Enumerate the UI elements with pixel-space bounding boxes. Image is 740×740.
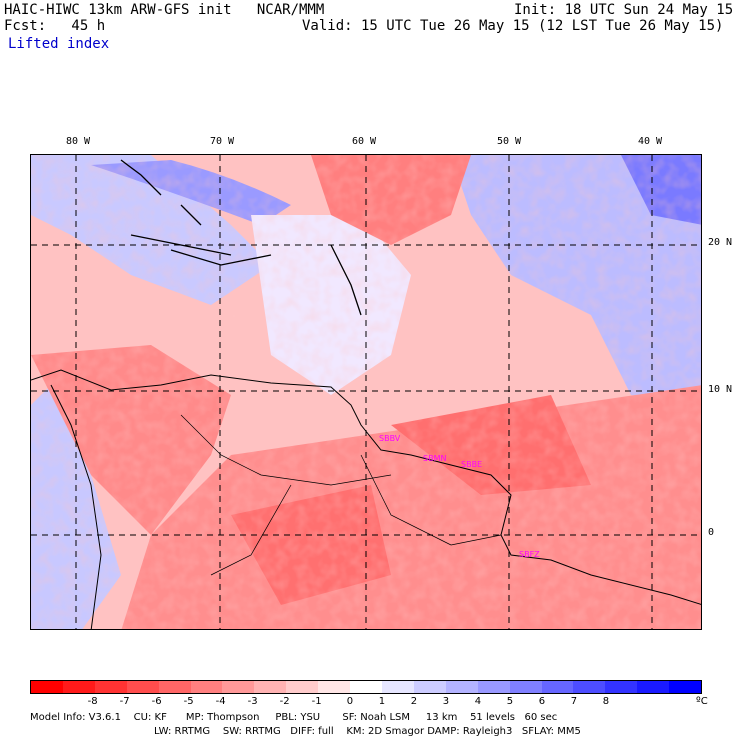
lat-lon-grid (31, 155, 701, 629)
colorbar-tick-label: 2 (410, 696, 418, 707)
title-line2-right: Valid: 15 UTC Tue 26 May 15 (12 LST Tue … (302, 18, 724, 34)
model-info-line2: LW: RRTMG SW: RRTMG DIFF: full KM: 2D Sm… (154, 726, 581, 737)
colorbar-tick-label: -1 (311, 696, 322, 707)
colorbar-swatch (318, 681, 351, 693)
map-canvas: SBBV SBMN SBBE SBFZ (31, 155, 701, 629)
colorbar-swatch (190, 681, 223, 693)
colorbar-swatch (509, 681, 542, 693)
colorbar-tick-label: 1 (378, 696, 386, 707)
lifted-index-map: SBBV SBMN SBBE SBFZ (30, 154, 702, 630)
colorbar-swatch (477, 681, 510, 693)
colorbar-unit: ºC (696, 696, 708, 707)
lon-label-40w: 40 W (638, 136, 663, 147)
lon-label-80w: 80 W (66, 136, 91, 147)
colorbar-tick-label: 7 (570, 696, 578, 707)
colorbar-tick-label: -5 (183, 696, 194, 707)
country-borders (180, 414, 502, 576)
colorbar-swatch (94, 681, 127, 693)
colorbar-tick-label: -6 (151, 696, 162, 707)
colorbar-swatch (222, 681, 255, 693)
colorbar-tick-label: 6 (538, 696, 546, 707)
lat-label-20n: 20 N (708, 237, 733, 248)
colorbar-tick-label: -2 (279, 696, 290, 707)
colorbar-swatch (573, 681, 606, 693)
station-sbbe: SBBE (461, 460, 482, 469)
colorbar-tick-label: 0 (346, 696, 354, 707)
coastline-pacific (50, 384, 102, 629)
colorbar-swatch (605, 681, 638, 693)
colorbar-tick-label: -8 (87, 696, 98, 707)
lat-label-0: 0 (708, 527, 715, 538)
colorbar-swatch (286, 681, 319, 693)
colorbar-swatch (381, 681, 414, 693)
lon-label-50w: 50 W (497, 136, 522, 147)
colorbar-swatch (541, 681, 574, 693)
station-sbbv: SBBV (379, 434, 401, 443)
coastline-islands (120, 159, 362, 316)
colorbar-swatch (62, 681, 95, 693)
lat-label-10n: 10 N (708, 384, 733, 395)
colorbar-swatch (350, 681, 382, 693)
title-line1-left: HAIC-HIWC 13km ARW-GFS init NCAR/MMM (4, 2, 325, 18)
colorbar-swatch (254, 681, 287, 693)
colorbar-tick-label: 8 (602, 696, 610, 707)
title-line1-right: Init: 18 UTC Sun 24 May 15 (514, 2, 734, 18)
colorbar-swatch (31, 681, 63, 693)
station-sbfz: SBFZ (519, 550, 540, 559)
colorbar-swatch (126, 681, 159, 693)
colorbar-swatch (637, 681, 670, 693)
colorbar-tick-label: -4 (215, 696, 226, 707)
lon-label-60w: 60 W (352, 136, 377, 147)
coastline-south-america (31, 369, 701, 605)
colorbar-tick-label: -3 (247, 696, 258, 707)
station-sbmn: SBMN (423, 454, 446, 463)
title-line2-left: Fcst: 45 h (4, 18, 106, 34)
colorbar-tick-label: 4 (474, 696, 482, 707)
colorbar-swatch (413, 681, 446, 693)
colorbar (30, 680, 702, 694)
colorbar-tick-label: 5 (506, 696, 514, 707)
lon-label-70w: 70 W (210, 136, 235, 147)
colorbar-tick-label: -7 (119, 696, 130, 707)
colorbar-swatch (158, 681, 191, 693)
colorbar-swatch (669, 681, 702, 693)
model-info-line1: Model Info: V3.6.1 CU: KF MP: Thompson P… (30, 712, 558, 723)
field-name: Lifted index (8, 36, 110, 52)
colorbar-swatch (445, 681, 478, 693)
colorbar-tick-label: 3 (442, 696, 450, 707)
